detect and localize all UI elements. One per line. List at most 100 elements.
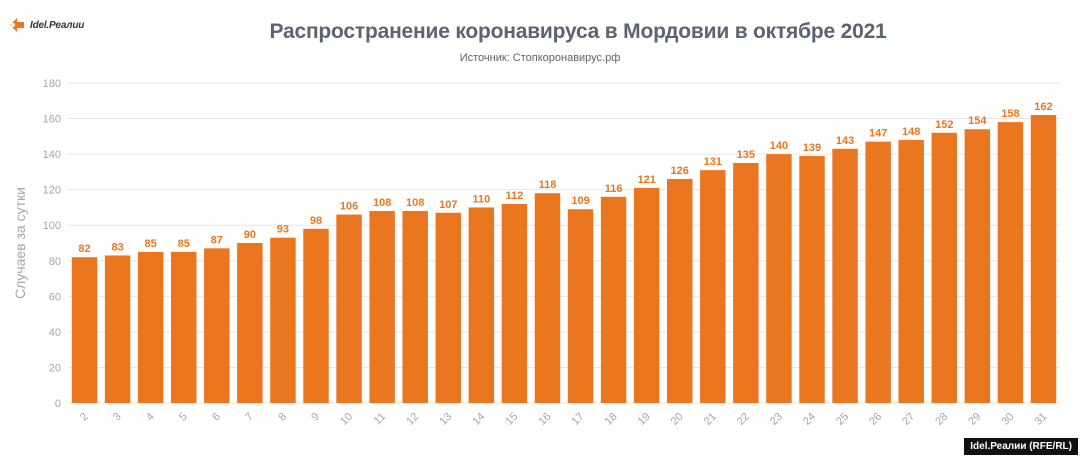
value-label: 87 [211, 234, 223, 246]
bar [534, 193, 561, 403]
bar [865, 141, 891, 403]
x-tick-label: 22 [735, 411, 752, 428]
value-label: 108 [373, 197, 391, 209]
bar [303, 228, 329, 403]
gridlines [68, 82, 1060, 404]
x-tick-label: 6 [210, 411, 223, 424]
x-tick-label: 25 [834, 411, 851, 428]
y-tick-label: 140 [43, 149, 61, 161]
bar [402, 211, 428, 403]
y-tick-label: 0 [55, 398, 61, 410]
x-tick-label: 31 [1032, 411, 1049, 428]
x-tick-label: 7 [243, 411, 256, 424]
x-tick-label: 16 [536, 411, 553, 428]
bar [733, 163, 759, 403]
bar [931, 132, 957, 403]
value-label: 147 [869, 128, 887, 140]
logo-icon [10, 18, 24, 32]
chart-subtitle: Источник: Стопкоронавирус.рф [459, 52, 621, 64]
x-tick-label: 27 [900, 411, 917, 428]
x-tick-label: 26 [867, 411, 884, 428]
x-tick-label: 23 [768, 411, 785, 428]
bar [964, 129, 991, 403]
y-tick-label: 160 [43, 114, 61, 126]
bars [71, 115, 1057, 403]
bar [468, 207, 495, 403]
bar [369, 211, 395, 403]
x-tick-label: 19 [636, 411, 653, 428]
bar [766, 154, 792, 403]
y-tick-label: 20 [49, 362, 61, 374]
value-label: 121 [637, 174, 655, 186]
value-label: 106 [340, 201, 358, 213]
value-label: 158 [1001, 108, 1019, 120]
x-tick-label: 18 [603, 411, 620, 428]
value-label: 139 [803, 142, 821, 154]
x-tick-label: 28 [933, 411, 950, 428]
y-tick-label: 80 [49, 256, 61, 268]
value-label: 108 [406, 197, 424, 209]
bar [1030, 115, 1057, 403]
value-label: 148 [902, 126, 920, 138]
bar [71, 257, 98, 403]
value-label: 126 [671, 165, 689, 177]
value-label: 83 [111, 241, 123, 253]
bar [898, 139, 924, 403]
y-tick-label: 100 [43, 220, 61, 232]
y-tick-label: 60 [49, 291, 61, 303]
value-label: 131 [704, 156, 722, 168]
bar [204, 248, 230, 403]
bar [667, 179, 693, 403]
value-label: 118 [539, 179, 557, 191]
value-label: 154 [968, 115, 987, 127]
bar [700, 170, 726, 403]
value-label: 152 [935, 119, 953, 131]
bar [799, 155, 825, 403]
logo-text: Idel.Реалии [30, 19, 85, 31]
x-tick-label: 21 [702, 411, 719, 428]
logo: Idel.Реалии [8, 16, 84, 34]
x-tick-label: 2 [78, 411, 91, 424]
x-tick-label: 13 [437, 411, 454, 428]
x-tick-label: 9 [309, 411, 322, 424]
value-label: 140 [770, 140, 788, 152]
value-label: 85 [145, 238, 157, 250]
x-tick-label: 14 [470, 411, 487, 428]
x-tick-label: 24 [801, 411, 818, 428]
bar [270, 237, 296, 403]
bar [832, 148, 858, 403]
x-tick-label: 4 [144, 411, 157, 424]
y-tick-label: 180 [43, 78, 61, 90]
x-tick-labels: 2 3 4 5 6 7 8 9 10 11 12 13 14 15 16 17 18 19 20 21 22 23 24 25… [78, 411, 1050, 428]
x-tick-label: 8 [276, 411, 289, 424]
x-tick-label: 11 [372, 411, 389, 428]
value-label: 93 [277, 224, 289, 236]
bar [171, 251, 197, 403]
value-label: 107 [439, 199, 457, 211]
value-label: 109 [571, 195, 589, 207]
y-tick-labels: 0 20 40 60 80 100 120 140 160 180 [43, 78, 61, 410]
value-label: 143 [836, 135, 854, 147]
bar [336, 214, 362, 403]
x-tick-label: 29 [966, 411, 983, 428]
value-label: 162 [1034, 101, 1052, 113]
value-label: 112 [506, 190, 524, 202]
bar [435, 212, 461, 403]
x-tick-label: 12 [404, 411, 421, 428]
bar [237, 243, 263, 403]
x-tick-label: 3 [111, 411, 124, 424]
x-tick-label: 30 [999, 411, 1016, 428]
footer-credit: Idel.Реалии (RFE/RL) [964, 438, 1078, 455]
y-tick-label: 40 [49, 327, 61, 339]
bar [633, 187, 660, 403]
value-label: 85 [178, 238, 190, 250]
bar [567, 209, 594, 403]
chart-title: Распространение коронавируса в Мордовии … [269, 20, 887, 43]
value-label: 110 [472, 193, 490, 205]
value-labels: 82 83 85 85 87 90 93 98 106 108 108 107 110 112 118 109… [78, 101, 1052, 255]
bar [137, 251, 164, 403]
value-label: 90 [244, 229, 256, 241]
value-label: 98 [310, 215, 322, 227]
bar [600, 196, 627, 403]
bar [501, 203, 528, 403]
